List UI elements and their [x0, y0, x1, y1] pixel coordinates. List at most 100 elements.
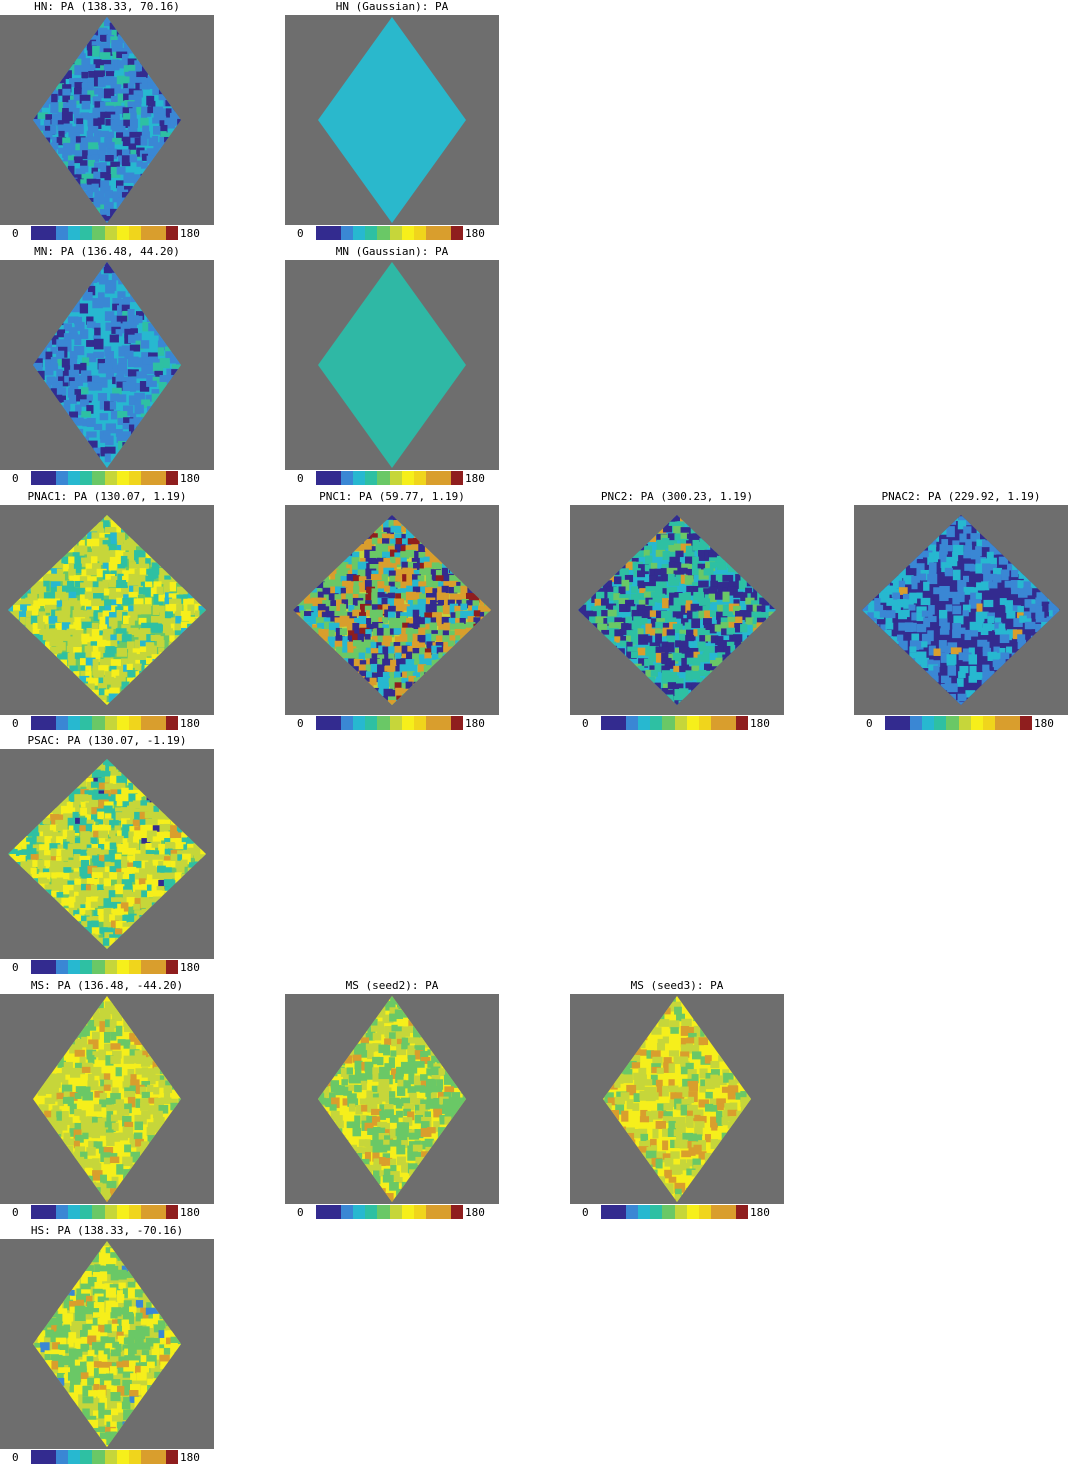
pixel-cell: [880, 624, 887, 632]
pixel-cell: [100, 435, 110, 443]
pixel-cell: [97, 670, 105, 681]
pixel-cell: [133, 90, 144, 98]
pixel-cell: [449, 635, 458, 645]
pixel-cell: [170, 825, 180, 836]
pixel-cell: [79, 143, 91, 153]
pixel-cell: [154, 370, 163, 380]
pixel-cell: [121, 588, 132, 597]
pixel-cell: [933, 648, 942, 656]
pixel-cell: [183, 594, 192, 602]
pixel-cell: [164, 819, 171, 828]
pixel-cell: [99, 658, 106, 668]
pixel-cell: [97, 683, 108, 690]
pixel-cell: [75, 136, 86, 143]
pixel-cell: [342, 647, 350, 657]
pixel-cell: [62, 102, 74, 110]
pixel-cell: [103, 48, 113, 56]
pixel-cell: [86, 113, 98, 121]
pixel-cell: [401, 645, 410, 657]
pixel-cell: [692, 556, 699, 567]
pixel-cell: [674, 533, 685, 541]
pixel-cell: [717, 652, 726, 659]
pixel-cell: [982, 664, 990, 671]
pixel-cell: [940, 528, 950, 535]
pixel-cell: [965, 539, 972, 546]
pixel-cell: [399, 615, 408, 626]
pixel-cell: [377, 658, 385, 668]
pixel-cell: [330, 600, 339, 608]
pixel-cell: [159, 568, 166, 578]
pixel-cell: [127, 670, 138, 680]
pixel-cell: [952, 544, 964, 556]
pixel-cell: [938, 609, 948, 619]
pixel-cell: [93, 130, 102, 137]
pixel-cell: [49, 824, 58, 834]
pixel-cell: [111, 47, 121, 55]
pixel-cell: [613, 600, 622, 608]
pixel-cell: [738, 580, 747, 590]
pixel-cell: [93, 830, 101, 838]
pixel-cell: [114, 853, 122, 864]
pixel-cell: [405, 591, 417, 603]
pixel-cell: [968, 675, 977, 683]
pixel-cell: [340, 575, 351, 586]
pixel-cell: [703, 588, 710, 598]
pixel-cell: [378, 682, 389, 694]
pixel-cell: [376, 609, 383, 621]
pixel-cell: [105, 368, 115, 380]
pixel-cell: [42, 830, 54, 838]
pixel-cell: [904, 622, 914, 632]
pixel-cell: [61, 358, 71, 368]
pixel-cell: [182, 853, 191, 865]
pixel-cell: [56, 339, 65, 350]
pixel-cell: [127, 805, 134, 816]
pixel-cell: [134, 333, 142, 342]
pixel-cell: [639, 588, 648, 595]
pixel-cell: [447, 640, 455, 649]
pixel-cell: [91, 563, 101, 574]
pixel-cell: [122, 570, 133, 582]
pixel-cell: [163, 831, 172, 839]
pixel-cell: [92, 179, 101, 188]
pixel-cell: [946, 526, 955, 538]
pixel-cell: [72, 801, 80, 810]
pixel-cell: [962, 604, 971, 613]
pixel-cell: [637, 580, 645, 589]
pixel-cell: [390, 659, 400, 669]
pixel-cell: [396, 611, 403, 622]
pixel-cell: [133, 563, 142, 572]
pixel-cell: [156, 640, 165, 648]
pixel-cell: [68, 563, 75, 572]
pixel-cell: [135, 82, 142, 92]
pixel-cell: [328, 579, 336, 589]
pixel-cell: [745, 597, 755, 605]
pixel-cell: [58, 130, 65, 140]
pixel-cell: [958, 627, 966, 634]
colorbar-segment: [438, 226, 451, 240]
pixel-cell: [32, 844, 43, 852]
pixel-cell: [122, 296, 131, 308]
pixel-cell: [31, 610, 39, 618]
pixel-cell: [139, 568, 149, 578]
pixel-cell: [387, 592, 396, 601]
pixel-cell: [91, 807, 101, 817]
pixel-cell: [117, 539, 124, 549]
pixel-cell: [1000, 569, 1010, 577]
pixel-cell: [90, 837, 98, 847]
pixel-cell: [152, 84, 162, 96]
pixel-cell: [1017, 588, 1028, 598]
pixel-cell: [377, 676, 389, 688]
pixel-cell: [329, 639, 336, 648]
colorbar-segment: [92, 471, 105, 485]
pixel-cell: [366, 586, 376, 597]
pixel-cell: [649, 665, 657, 673]
pixel-cell: [180, 621, 191, 632]
pixel-cell: [317, 622, 327, 630]
pixel-cell: [57, 76, 66, 85]
pixel-cell: [632, 663, 642, 670]
pixel-cell: [99, 413, 109, 421]
pixel-cell: [430, 580, 441, 590]
pixel-cell: [140, 71, 148, 79]
pixel-cell: [656, 576, 666, 585]
pixel-cell: [405, 627, 414, 637]
